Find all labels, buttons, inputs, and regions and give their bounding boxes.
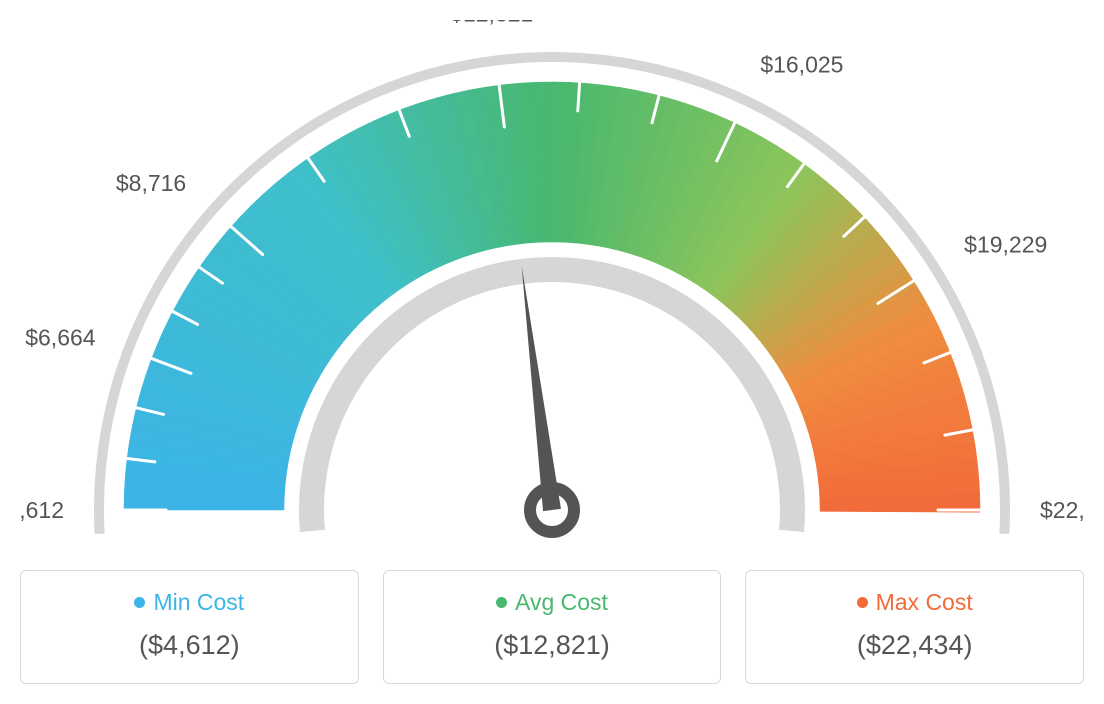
gauge-tick-label: $4,612 (20, 497, 64, 523)
legend-row: Min Cost ($4,612) Avg Cost ($12,821) Max… (20, 570, 1084, 684)
legend-label-avg: Avg Cost (515, 589, 608, 616)
legend-title-max: Max Cost (857, 589, 973, 616)
gauge-tick-label: $6,664 (25, 324, 96, 350)
legend-value-min: ($4,612) (31, 630, 348, 661)
gauge-tick-label: $16,025 (760, 52, 843, 78)
gauge-tick-label: $22,434 (1040, 497, 1084, 523)
gauge-color-arc (124, 82, 980, 512)
legend-dot-min (134, 597, 145, 608)
legend-value-max: ($22,434) (756, 630, 1073, 661)
legend-title-avg: Avg Cost (496, 589, 608, 616)
gauge-tick-label: $8,716 (116, 170, 186, 196)
legend-card-avg: Avg Cost ($12,821) (383, 570, 722, 684)
gauge-tick-label: $19,229 (964, 232, 1047, 258)
gauge-tick-label: $12,821 (450, 20, 533, 27)
legend-label-max: Max Cost (876, 589, 973, 616)
legend-card-min: Min Cost ($4,612) (20, 570, 359, 684)
legend-dot-max (857, 597, 868, 608)
gauge-needle (522, 266, 561, 511)
legend-title-min: Min Cost (134, 589, 244, 616)
legend-label-min: Min Cost (153, 589, 244, 616)
legend-value-avg: ($12,821) (394, 630, 711, 661)
gauge-svg: $4,612 $6,664 $8,716 $12,821 $16,025 $19,229 $… (20, 20, 1084, 550)
legend-dot-avg (496, 597, 507, 608)
legend-card-max: Max Cost ($22,434) (745, 570, 1084, 684)
cost-gauge-chart: $4,612 $6,664 $8,716 $12,821 $16,025 $19,229 $… (20, 20, 1084, 550)
